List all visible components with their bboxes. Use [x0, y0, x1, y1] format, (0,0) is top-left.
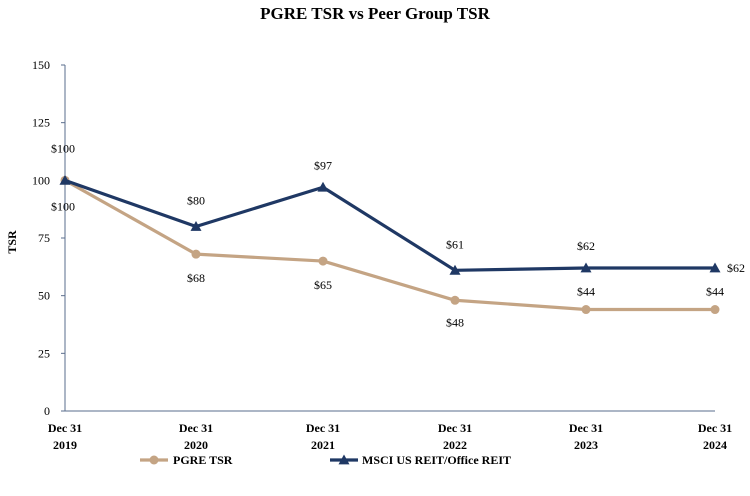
y-tick-label: 100: [32, 173, 50, 187]
axes: 0 25 50 75 100 125 150 Dec 31 2019 Dec 31 2020 Dec …: [32, 58, 732, 452]
data-point-msci: [59, 174, 71, 185]
data-label-msci: $61: [446, 237, 464, 251]
y-tick-label: 125: [32, 116, 50, 130]
legend-label-pgre: PGRE TSR: [173, 453, 233, 467]
data-point-pgre: [191, 249, 201, 259]
legend-marker-pgre: [149, 455, 159, 465]
y-tick-label: 50: [38, 289, 50, 303]
data-label-pgre: $44: [706, 285, 724, 299]
legend-label-msci: MSCI US REIT/Office REIT: [362, 453, 511, 467]
y-axis-label: TSR: [5, 230, 19, 254]
data-label-msci: $97: [314, 158, 332, 172]
data-point-msci: [317, 181, 329, 192]
data-label-msci: $80: [187, 193, 205, 207]
data-point-msci: [580, 262, 592, 273]
legend-marker-msci: [338, 454, 350, 465]
legend: PGRE TSR MSCI US REIT/Office REIT: [140, 453, 511, 467]
x-tick-label: Dec 31 2024: [698, 421, 732, 452]
data-label-pgre: $44: [577, 285, 595, 299]
data-point-pgre: [318, 256, 328, 266]
data-label-pgre: $100: [51, 199, 75, 213]
data-point-msci: [449, 264, 461, 275]
data-label-pgre: $48: [446, 315, 464, 329]
data-label-pgre: $65: [314, 278, 332, 292]
x-tick-label: Dec 31 2022: [438, 421, 472, 452]
y-tick-label: 25: [38, 346, 50, 360]
series-line-pgre: [63, 178, 717, 312]
y-tick-label: 75: [38, 231, 50, 245]
data-point-pgre: [581, 305, 591, 315]
data-point-msci: [190, 220, 202, 231]
series-line-msci: [63, 178, 717, 272]
data-point-pgre: [710, 305, 720, 315]
x-tick-label: Dec 31 2019: [48, 421, 82, 452]
data-label-pgre: $68: [187, 271, 205, 285]
x-tick-label: Dec 31 2021: [306, 421, 340, 452]
data-label-msci: $100: [51, 141, 75, 155]
x-tick-label: Dec 31 2020: [179, 421, 213, 452]
data-label-msci: $62: [727, 261, 745, 275]
data-point-msci: [709, 262, 721, 273]
data-label-msci: $62: [577, 239, 595, 253]
data-point-pgre: [450, 295, 460, 305]
chart-title: PGRE TSR vs Peer Group TSR: [260, 4, 490, 23]
y-tick-label: 150: [32, 58, 50, 72]
y-tick-label: 0: [44, 404, 50, 418]
x-tick-label: Dec 31 2023: [569, 421, 603, 452]
series-layer: $100 $68 $65 $48 $44 $44 $100 $80 $97 $61 $62 $62: [51, 141, 745, 329]
